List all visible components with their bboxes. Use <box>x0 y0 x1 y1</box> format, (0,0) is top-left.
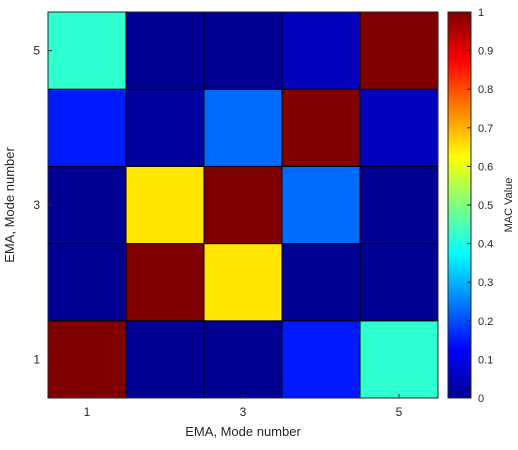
colorbar-tick-label: 0.1 <box>478 354 493 366</box>
colorbar-tick-label: 0.7 <box>478 123 493 135</box>
x-tick-label: 5 <box>396 405 403 419</box>
colorbar-tick-label: 1 <box>478 7 484 19</box>
y-tick-label: 1 <box>33 352 40 366</box>
heatmap-cell-3-3 <box>203 165 283 245</box>
heatmap-cell-5-4 <box>359 88 439 167</box>
y-axis-label: EMA, Mode number <box>2 147 17 263</box>
heatmap-cell-1-1 <box>47 320 127 399</box>
heatmap-cell-3-5 <box>203 11 283 90</box>
x-tick-label: 1 <box>84 405 91 419</box>
heatmap-cell-4-5 <box>281 11 361 90</box>
colorbar-tick-label: 0.3 <box>478 277 493 289</box>
heatmap-cell-5-1 <box>359 320 439 399</box>
y-tick-label: 3 <box>33 198 40 212</box>
x-axis-label: EMA, Mode number <box>185 424 301 439</box>
heatmap-cell-3-2 <box>203 243 283 322</box>
heatmap-cell-4-4 <box>281 88 361 167</box>
x-axis-ticks: 1 3 5 <box>84 394 403 419</box>
colorbar-tick-label: 0.8 <box>478 84 493 96</box>
heatmap-cell-1-4 <box>47 88 127 167</box>
colorbar-tick-label: 0.6 <box>478 161 493 173</box>
heatmap-cell-5-3 <box>359 165 439 245</box>
heatmap-cell-4-1 <box>281 320 361 399</box>
heatmap-cell-2-4 <box>125 88 205 167</box>
y-axis-ticks: 1 3 5 <box>33 44 52 366</box>
y-tick-label: 5 <box>33 44 40 58</box>
heatmap-cell-3-4 <box>203 88 283 167</box>
colorbar-label: MAC Value <box>503 178 515 233</box>
heatmap-cell-2-1 <box>125 320 205 399</box>
heatmap-cell-5-5 <box>359 11 439 90</box>
heatmap-cell-4-3 <box>281 165 361 245</box>
heatmap-cells <box>47 11 439 399</box>
heatmap-cell-2-3 <box>125 165 205 245</box>
heatmap-cell-4-2 <box>281 243 361 322</box>
heatmap-cell-1-3 <box>47 165 127 245</box>
x-tick-label: 3 <box>240 405 247 419</box>
heatmap-cell-3-1 <box>203 320 283 399</box>
colorbar-tick-label: 0.9 <box>478 46 493 58</box>
heatmap-cell-5-2 <box>359 243 439 322</box>
colorbar-ticks: 0 0.1 0.2 0.3 0.4 0.5 0.6 0.7 0.8 0.9 1 <box>467 7 493 405</box>
heatmap-cell-1-5 <box>47 11 127 90</box>
heatmap-cell-2-2 <box>125 243 205 322</box>
colorbar-tick-label: 0.2 <box>478 316 493 328</box>
heatmap-cell-1-2 <box>47 243 127 322</box>
colorbar-tick-label: 0 <box>478 393 484 405</box>
colorbar-tick-label: 0.4 <box>478 239 493 251</box>
colorbar-tick-label: 0.5 <box>478 200 493 212</box>
heatmap-cell-2-5 <box>125 11 205 90</box>
